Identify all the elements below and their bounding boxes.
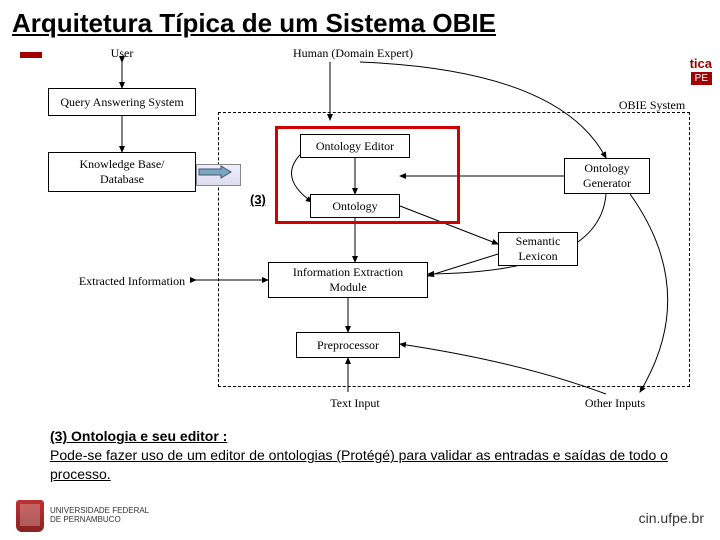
footer-right-url: cin.ufpe.br bbox=[639, 510, 704, 526]
footer-left: UNIVERSIDADE FEDERAL DE PERNAMBUCO bbox=[16, 500, 149, 532]
box-preprocessor: Preprocessor bbox=[296, 332, 400, 358]
pointer-arrow-icon bbox=[196, 164, 241, 186]
architecture-diagram: User Human (Domain Expert) Extracted Inf… bbox=[0, 42, 720, 432]
box-ontology-editor: Ontology Editor bbox=[300, 134, 410, 158]
annotation-step-3: (3) bbox=[250, 192, 266, 207]
box-semantic-lexicon: SemanticLexicon bbox=[498, 232, 578, 266]
footer-university-text: UNIVERSIDADE FEDERAL DE PERNAMBUCO bbox=[50, 507, 149, 525]
university-crest-icon bbox=[16, 500, 44, 532]
caption-body: Pode-se fazer uso de um editor de ontolo… bbox=[50, 447, 668, 482]
label-text-input: Text Input bbox=[320, 396, 390, 411]
box-ontology-generator: OntologyGenerator bbox=[564, 158, 650, 194]
caption-block: (3) Ontologia e seu editor : Pode-se faz… bbox=[50, 427, 670, 484]
box-knowledge-base: Knowledge Base/Database bbox=[48, 152, 196, 192]
box-ontology: Ontology bbox=[310, 194, 400, 218]
caption-heading: (3) Ontologia e seu editor : bbox=[50, 428, 227, 444]
label-user: User bbox=[102, 46, 142, 61]
footer-line2: DE PERNAMBUCO bbox=[50, 516, 149, 525]
label-other-inputs: Other Inputs bbox=[570, 396, 660, 411]
box-ie-module: Information ExtractionModule bbox=[268, 262, 428, 298]
page-title: Arquitetura Típica de um Sistema OBIE bbox=[0, 0, 720, 43]
label-obie-system: OBIE System bbox=[612, 98, 692, 113]
label-extracted-info: Extracted Information bbox=[62, 274, 202, 289]
box-query-answering: Query Answering System bbox=[48, 88, 196, 116]
label-domain-expert: Human (Domain Expert) bbox=[278, 46, 428, 61]
